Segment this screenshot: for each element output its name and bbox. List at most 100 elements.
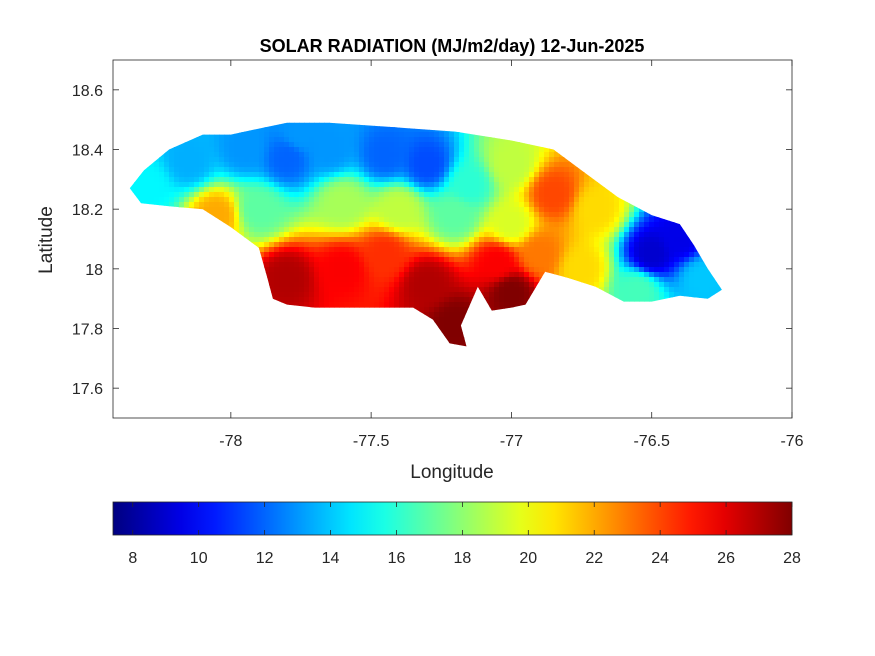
field-cell — [654, 307, 660, 313]
field-cell — [404, 127, 410, 133]
field-cell — [144, 172, 150, 178]
field-cell — [429, 272, 435, 278]
field-cell — [144, 167, 150, 173]
field-cell — [414, 127, 420, 133]
field-cell — [384, 152, 390, 158]
field-cell — [254, 167, 260, 173]
field-cell — [514, 232, 520, 238]
field-cell — [699, 227, 705, 233]
field-cell — [439, 262, 445, 268]
field-cell — [349, 312, 355, 318]
field-cell — [524, 327, 530, 333]
field-cell — [214, 322, 220, 328]
field-cell — [564, 307, 570, 313]
field-cell — [464, 142, 470, 148]
field-cell — [204, 122, 210, 128]
field-cell — [699, 127, 705, 133]
field-cell — [584, 272, 590, 278]
field-cell — [349, 157, 355, 163]
field-cell — [134, 192, 140, 198]
field-cell — [459, 252, 465, 258]
field-cell — [719, 272, 722, 278]
field-cell — [389, 212, 395, 218]
field-cell — [699, 162, 705, 168]
field-cell — [684, 237, 690, 243]
field-cell — [524, 277, 530, 283]
field-cell — [429, 202, 435, 208]
field-cell — [224, 277, 230, 283]
field-cell — [339, 217, 345, 223]
field-cell — [689, 222, 695, 228]
field-cell — [439, 167, 445, 173]
field-cell — [454, 172, 460, 178]
field-cell — [589, 237, 595, 243]
field-cell — [669, 272, 675, 278]
field-cell — [599, 122, 605, 128]
field-cell — [699, 267, 705, 273]
field-cell — [474, 137, 480, 143]
field-cell — [259, 312, 265, 318]
field-cell — [464, 137, 470, 143]
field-cell — [339, 292, 345, 298]
field-cell — [194, 317, 200, 323]
field-cell — [614, 177, 620, 183]
field-cell — [449, 287, 455, 293]
field-cell — [224, 157, 230, 163]
field-cell — [274, 232, 280, 238]
field-cell — [279, 167, 285, 173]
field-cell — [424, 272, 430, 278]
field-cell — [274, 202, 280, 208]
field-cell — [554, 202, 560, 208]
field-cell — [639, 237, 645, 243]
field-cell — [449, 312, 455, 318]
field-cell — [484, 247, 490, 253]
field-cell — [539, 242, 545, 248]
field-cell — [179, 297, 185, 303]
field-cell — [629, 232, 635, 238]
field-cell — [259, 252, 265, 258]
field-cell — [619, 227, 625, 233]
field-cell — [229, 277, 235, 283]
field-cell — [524, 127, 530, 133]
field-cell — [454, 322, 460, 328]
field-cell — [629, 132, 635, 138]
field-cell — [594, 132, 600, 138]
field-cell — [344, 172, 350, 178]
field-cell — [659, 172, 665, 178]
field-cell — [539, 157, 545, 163]
field-cell — [599, 307, 605, 313]
field-cell — [719, 177, 722, 183]
field-cell — [499, 142, 505, 148]
field-cell — [424, 147, 430, 153]
field-cell — [714, 267, 720, 273]
field-cell — [484, 227, 490, 233]
field-cell — [514, 272, 520, 278]
field-cell — [674, 192, 680, 198]
field-cell — [129, 147, 135, 153]
field-cell — [344, 217, 350, 223]
field-cell — [529, 222, 535, 228]
field-cell — [184, 217, 190, 223]
field-cell — [679, 307, 685, 313]
field-cell — [179, 147, 185, 153]
field-cell — [674, 202, 680, 208]
field-cell — [494, 312, 500, 318]
field-cell — [529, 292, 535, 298]
field-cell — [324, 202, 330, 208]
field-cell — [209, 322, 215, 328]
field-cell — [419, 157, 425, 163]
field-cell — [564, 312, 570, 318]
field-cell — [709, 322, 715, 328]
field-cell — [284, 212, 290, 218]
field-cell — [294, 132, 300, 138]
field-cell — [219, 157, 225, 163]
field-cell — [274, 262, 280, 268]
field-cell — [544, 262, 550, 268]
field-cell — [689, 312, 695, 318]
field-cell — [704, 302, 710, 308]
field-cell — [509, 197, 515, 203]
field-cell — [509, 312, 515, 318]
field-cell — [654, 207, 660, 213]
field-cell — [379, 197, 385, 203]
field-cell — [339, 197, 345, 203]
